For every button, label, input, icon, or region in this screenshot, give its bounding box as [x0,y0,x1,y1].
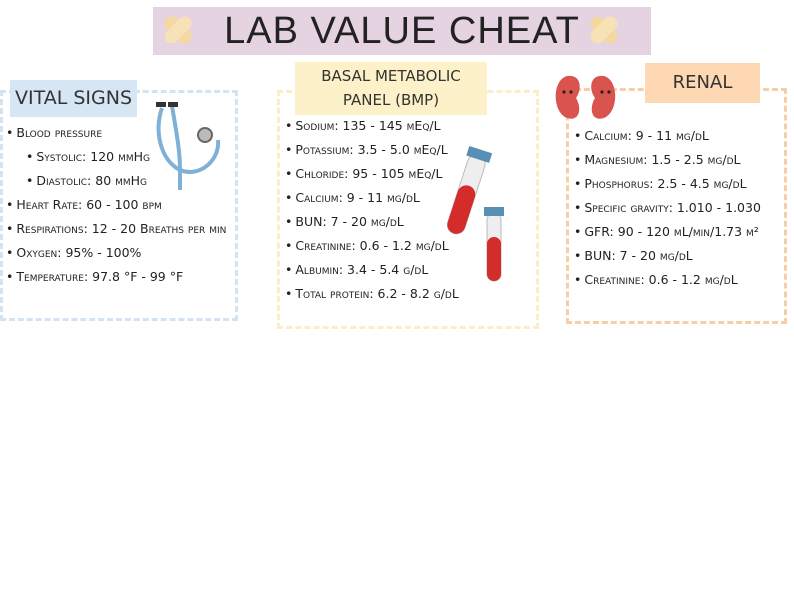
stethoscope-icon [156,102,221,190]
list-item: Respirations: 12 - 20 Breaths per min [6,217,226,241]
list-item: Heart Rate: 60 - 100 bpm [6,193,226,217]
list-item: GFR: 90 - 120 mL/min/1.73 m² [574,220,761,244]
bmp-list: Sodium: 135 - 145 mEq/LPotassium: 3.5 - … [285,114,459,306]
bandage-icon [164,16,192,44]
page-title: LAB VALUE CHEAT SHEET [153,7,651,100]
list-item: Total protein: 6.2 - 8.2 g/dL [285,282,458,306]
section-title: RENAL [645,63,760,103]
list-item: Sodium: 135 - 145 mEq/L [285,114,459,138]
list-subitem: Systolic: 120 mmHg [6,145,226,169]
list-item: Creatinine: 0.6 - 1.2 mg/dL [574,268,761,292]
list-item: Blood pressure [6,121,226,145]
list-item: Potassium: 3.5 - 5.0 mEq/L [285,138,459,162]
list-item: BUN: 7 - 20 mg/dL [285,210,459,234]
renal-list: Calcium: 9 - 11 mg/dLMagnesium: 1.5 - 2.… [574,124,761,292]
list-item: Oxygen: 95% - 100% [6,241,226,265]
list-item: Phosphorus: 2.5 - 4.5 mg/dL [574,172,761,196]
list-item: Calcium: 9 - 11 mg/dL [574,124,761,148]
list-item: Albumin: 3.4 - 5.4 g/dL [285,258,459,282]
list-item: BUN: 7 - 20 mg/dL [574,244,761,268]
bandage-icon [590,16,618,44]
list-subitem: Diastolic: 80 mmHg [6,169,226,193]
kidneys-icon [555,75,616,119]
list-item: Calcium: 9 - 11 mg/dL [285,186,459,210]
list-item: Creatinine: 0.6 - 1.2 mg/dL [285,234,459,258]
list-item: Magnesium: 1.5 - 2.5 mg/dL [574,148,761,172]
vital-signs-list: Blood pressureSystolic: 120 mmHgDiastoli… [6,121,226,289]
list-item: Specific gravity: 1.010 - 1.030 [574,196,761,220]
test-tubes-icon [446,145,504,282]
list-item: Chloride: 95 - 105 mEq/L [285,162,459,186]
section-title: BASAL METABOLIC PANEL (BMP) [295,62,487,115]
list-item: Temperature: 97.8 °F - 99 °F [6,265,226,289]
section-title: VITAL SIGNS [10,80,137,117]
